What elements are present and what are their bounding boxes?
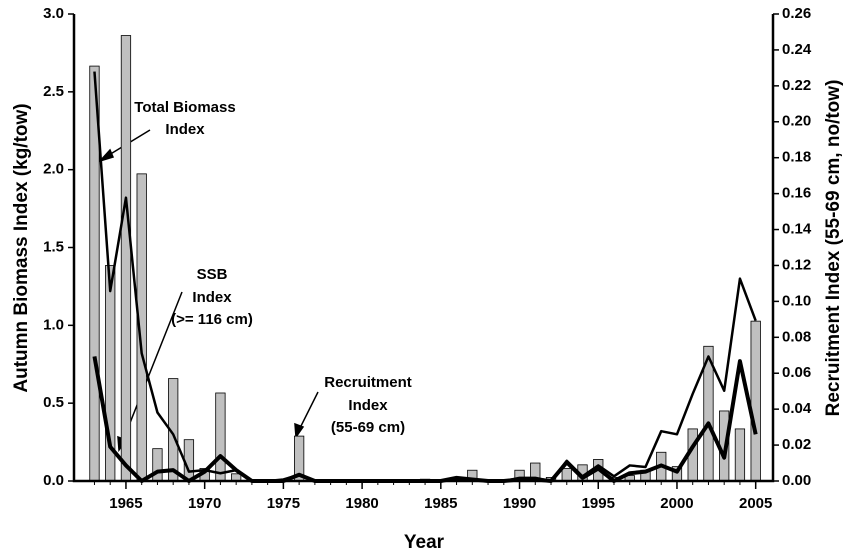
bar xyxy=(561,468,572,482)
bar xyxy=(120,35,132,482)
bar xyxy=(152,448,163,482)
y-tick-label: 2.0 xyxy=(43,161,64,178)
x-tick-label: 1970 xyxy=(188,495,221,512)
x-axis-label: Year xyxy=(404,532,445,553)
y-tick-label: 3.0 xyxy=(43,5,64,22)
annotation: Total Biomass xyxy=(134,99,235,116)
y2-tick-label: 0.02 xyxy=(782,436,811,453)
annotation: (>= 116 cm) xyxy=(171,311,253,328)
y-tick-label: 1.5 xyxy=(43,238,64,255)
y-tick-label: 0.5 xyxy=(43,394,64,411)
bar xyxy=(750,320,761,482)
annotation: Index xyxy=(192,289,232,306)
y2-tick-label: 0.22 xyxy=(782,77,811,94)
y2-tick-label: 0.18 xyxy=(782,149,811,166)
y-tick-label: 0.0 xyxy=(43,472,64,489)
y-tick-label: 1.0 xyxy=(43,316,64,333)
x-tick-label: 1965 xyxy=(109,495,142,512)
y2-tick-label: 0.20 xyxy=(782,113,811,130)
bar xyxy=(183,439,195,482)
x-tick-label: 2000 xyxy=(660,495,693,512)
y2-tick-label: 0.16 xyxy=(782,185,811,202)
y2-tick-label: 0.26 xyxy=(782,5,811,22)
annotation: (55-69 cm) xyxy=(331,419,405,436)
x-tick-label: 2005 xyxy=(739,495,772,512)
y2-axis-label: Recruitment Index (55-69 cm, no/tow) xyxy=(823,80,844,417)
y2-tick-label: 0.04 xyxy=(782,400,812,417)
bar xyxy=(734,428,746,482)
x-tick-label: 1995 xyxy=(582,495,615,512)
x-tick-label: 1990 xyxy=(503,495,536,512)
arrowhead xyxy=(294,422,305,440)
y2-tick-label: 0.24 xyxy=(782,41,812,58)
arrowhead xyxy=(97,148,115,163)
arrow xyxy=(298,391,319,431)
axis-frame xyxy=(72,14,775,483)
y2-tick-label: 0.10 xyxy=(782,292,811,309)
x-tick-label: 1980 xyxy=(345,495,378,512)
arrow xyxy=(121,291,183,444)
annotation: Index xyxy=(348,397,388,414)
annotation: SSB xyxy=(197,266,228,283)
y2-tick-label: 0.06 xyxy=(782,364,811,381)
y2-tick-label: 0.12 xyxy=(782,256,811,273)
x-tick-label: 1975 xyxy=(267,495,300,512)
y2-tick-label: 0.14 xyxy=(782,221,812,238)
y2-tick-label: 0.08 xyxy=(782,328,811,345)
annotation: Index xyxy=(165,121,205,138)
y-tick-label: 2.5 xyxy=(43,83,64,100)
x-tick-label: 1985 xyxy=(424,495,457,512)
y-axis-label: Autumn Biomass Index (kg/tow) xyxy=(11,103,32,392)
bar xyxy=(215,392,226,482)
y2-tick-label: 0.00 xyxy=(782,472,811,489)
annotation-arrows xyxy=(97,129,319,453)
annotation: Recruitment xyxy=(324,374,412,391)
